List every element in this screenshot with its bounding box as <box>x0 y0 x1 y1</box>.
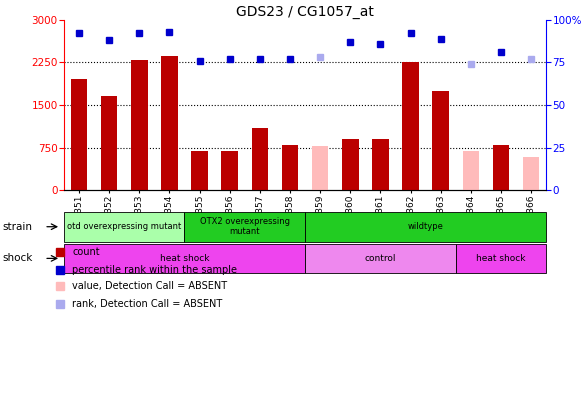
Text: count: count <box>72 248 100 257</box>
Bar <box>64 212 185 242</box>
Bar <box>523 157 539 190</box>
Bar <box>305 212 546 242</box>
Title: GDS23 / CG1057_at: GDS23 / CG1057_at <box>236 5 374 19</box>
Text: rank, Detection Call = ABSENT: rank, Detection Call = ABSENT <box>72 299 223 309</box>
Text: value, Detection Call = ABSENT: value, Detection Call = ABSENT <box>72 281 227 291</box>
Bar <box>402 62 419 190</box>
Bar <box>221 152 238 190</box>
Bar <box>342 139 358 190</box>
Bar <box>305 244 456 273</box>
Text: percentile rank within the sample: percentile rank within the sample <box>72 265 237 274</box>
Bar <box>493 145 509 190</box>
Bar <box>131 59 148 190</box>
Bar <box>312 146 328 190</box>
Bar <box>372 139 389 190</box>
Bar <box>101 96 117 190</box>
Text: shock: shock <box>3 253 33 263</box>
Bar <box>161 55 178 190</box>
Text: strain: strain <box>3 222 33 232</box>
Bar <box>462 152 479 190</box>
Text: wildtype: wildtype <box>408 222 443 231</box>
Text: OTX2 overexpressing
mutant: OTX2 overexpressing mutant <box>200 217 290 236</box>
Text: heat shock: heat shock <box>476 254 526 263</box>
Bar <box>191 152 208 190</box>
Text: control: control <box>365 254 396 263</box>
Bar <box>71 79 87 190</box>
Bar <box>432 91 449 190</box>
Text: otd overexpressing mutant: otd overexpressing mutant <box>67 222 181 231</box>
Bar <box>252 128 268 190</box>
Bar <box>456 244 546 273</box>
Bar <box>282 145 298 190</box>
Bar <box>185 212 305 242</box>
Text: heat shock: heat shock <box>160 254 209 263</box>
Bar <box>64 244 305 273</box>
